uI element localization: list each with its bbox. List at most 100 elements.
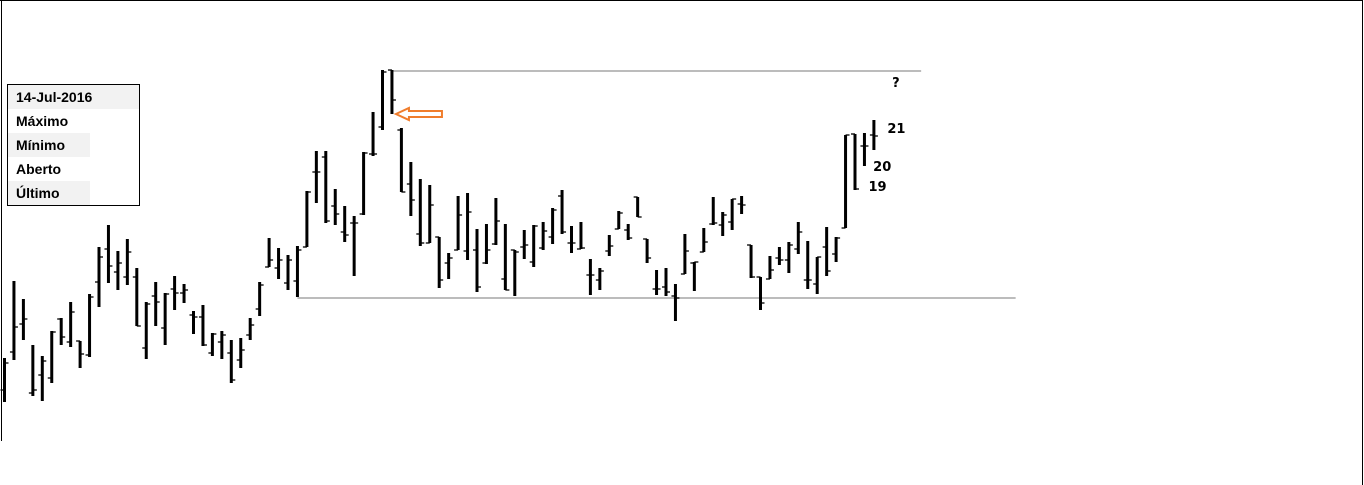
data-window-date-row: 14-Jul-2016 — [8, 85, 139, 109]
data-window-row: Aberto — [8, 157, 139, 181]
ohlc-bar — [425, 185, 434, 244]
ohlc-bar — [652, 270, 661, 295]
high-label: Máximo — [16, 113, 69, 129]
ohlc-bar — [397, 128, 406, 193]
ohlc-bar — [151, 282, 160, 326]
ohlc-bar — [378, 70, 387, 130]
ohlc-bar — [132, 268, 141, 327]
ohlc-bar — [180, 284, 189, 303]
low-value — [90, 133, 139, 157]
ohlc-bar — [595, 268, 604, 290]
ohlc-bar — [161, 293, 170, 345]
ohlc-bar — [302, 191, 311, 248]
arrow-left-icon — [393, 106, 443, 122]
ohlc-bar — [66, 302, 75, 347]
ohlc-bar — [624, 224, 633, 240]
ohlc-bar — [869, 120, 878, 150]
ohlc-bar — [444, 253, 453, 279]
annotation-label: 21 — [887, 122, 905, 137]
ohlc-bar — [198, 305, 207, 346]
ohlc-bar — [387, 69, 396, 114]
ohlc-bar — [350, 216, 359, 276]
data-window-date: 14-Jul-2016 — [16, 89, 93, 105]
ohlc-bar — [662, 268, 670, 296]
ohlc-bar — [473, 229, 481, 292]
ohlc-bar — [520, 230, 529, 259]
ohlc-bar — [227, 340, 236, 383]
ohlc-bar — [57, 318, 66, 345]
ohlc-bar — [690, 261, 699, 291]
ohlc-bar — [28, 345, 37, 396]
ohlc-bar — [491, 198, 500, 245]
ohlc-bar — [718, 212, 727, 236]
ohlc-bar — [851, 133, 859, 190]
ohlc-bar — [293, 246, 302, 297]
ohlc-bar — [123, 239, 132, 285]
ohlc-bar — [510, 249, 519, 296]
ohlc-bar — [38, 356, 47, 401]
ohlc-bar — [217, 331, 226, 359]
ohlc-bar — [265, 238, 274, 268]
ohlc-bar — [558, 190, 567, 234]
data-window-row: Máximo — [8, 109, 139, 133]
ohlc-bar — [680, 234, 689, 275]
ohlc-bar — [822, 227, 831, 276]
ohlc-bar — [9, 281, 18, 360]
ohlc-bar — [756, 276, 765, 310]
ohlc-bar — [501, 224, 510, 291]
ohlc-bar — [19, 299, 28, 340]
ohlc-bar — [76, 340, 85, 368]
ohlc-bar — [321, 151, 330, 223]
ohlc-bar — [737, 196, 746, 214]
last-label: Último — [8, 181, 90, 205]
ohlc-bar — [586, 259, 595, 295]
ohlc-bar — [463, 193, 472, 260]
data-window-row: Último — [8, 181, 139, 205]
ohlc-bar — [274, 248, 283, 279]
ohlc-bar — [255, 282, 264, 316]
ohlc-bar — [208, 333, 217, 356]
ohlc-bar — [189, 311, 198, 334]
high-value — [90, 109, 139, 133]
ohlc-bar — [47, 331, 56, 383]
ohlc-bar — [633, 196, 642, 218]
ohlc-bar — [784, 242, 793, 273]
ohlc-bar — [435, 236, 444, 288]
ohlc-bar — [236, 338, 245, 368]
ohlc-bar — [369, 112, 378, 156]
ohlc-bar — [95, 247, 103, 307]
data-window-row: Mínimo — [8, 133, 139, 157]
ohlc-bar — [539, 222, 548, 250]
ohlc-bar — [312, 151, 321, 203]
ohlc-bar — [567, 226, 576, 253]
ohlc-bar — [605, 235, 614, 256]
ohlc-bar — [246, 318, 255, 340]
ohlc-bar — [170, 276, 179, 310]
ohlc-bar — [340, 206, 349, 242]
open-value — [90, 157, 139, 181]
ohlc-bar — [832, 237, 841, 262]
open-label: Aberto — [16, 161, 62, 177]
ohlc-bar — [284, 255, 292, 290]
ohlc-bar — [709, 197, 718, 225]
ohlc-bar — [406, 162, 415, 216]
ohlc-bar — [529, 225, 538, 267]
ohlc-bar — [794, 222, 803, 254]
ohlc-bar — [671, 284, 680, 321]
ohlc-bar — [813, 256, 822, 294]
low-label: Mínimo — [8, 133, 90, 157]
ohlc-bar — [416, 179, 425, 246]
ohlc-bar — [614, 211, 623, 230]
ohlc-bar — [482, 224, 491, 264]
ohlc-bar — [576, 222, 585, 250]
ohlc-bar — [747, 244, 756, 278]
annotation-label: 20 — [873, 160, 891, 175]
last-value — [90, 181, 139, 205]
ohlc-bar — [765, 256, 774, 280]
annotation-label: 19 — [868, 180, 886, 195]
ohlc-bar — [699, 228, 708, 253]
ohlc-bar — [548, 208, 557, 244]
ohlc-bar — [803, 241, 812, 289]
ohlc-bar — [728, 198, 737, 230]
